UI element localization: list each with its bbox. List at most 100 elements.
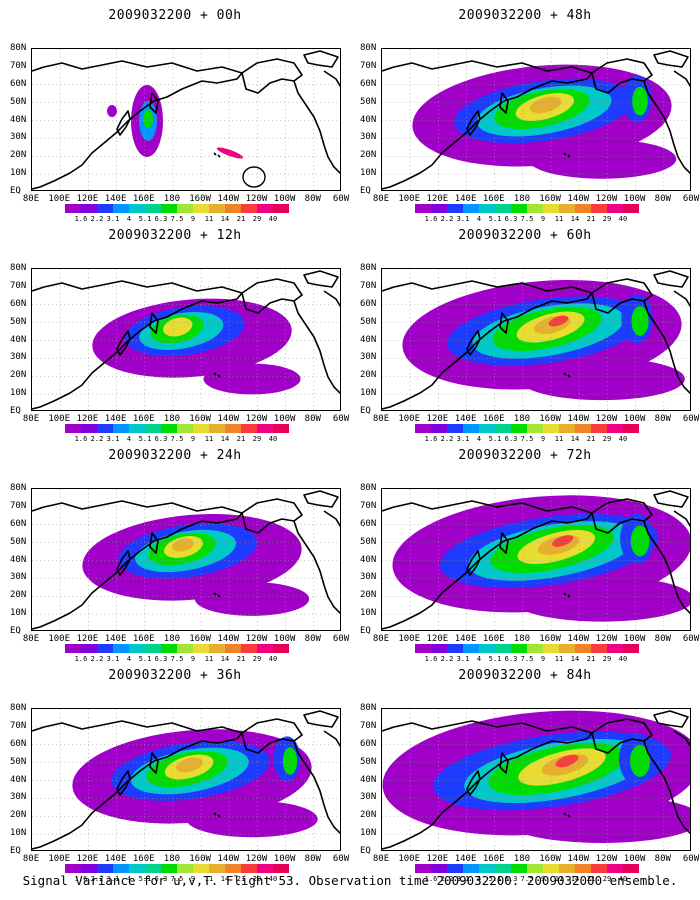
colorbar-swatch	[479, 204, 495, 213]
latitude-label: 30N	[360, 572, 377, 583]
colorbar-label: 14	[220, 215, 230, 223]
map-svg	[382, 489, 690, 630]
colorbar-label: 3.1	[106, 875, 120, 883]
colorbar-swatch	[463, 644, 479, 653]
colorbar-label: 11	[204, 655, 214, 663]
coastline	[382, 500, 593, 630]
colorbar-label: 6.3	[154, 215, 168, 223]
colorbar-label: 29	[252, 435, 262, 443]
colorbar-swatch	[273, 644, 289, 653]
latitude-label: 50N	[360, 96, 377, 107]
coastline	[149, 532, 159, 554]
longitude-label: 120E	[426, 854, 449, 864]
colorbar-label: 29	[252, 655, 262, 663]
colorbar-swatch	[145, 424, 161, 433]
colorbar-swatch	[129, 644, 145, 653]
colorbar-label: 5.1	[488, 875, 502, 883]
longitude-label: 180	[513, 414, 531, 424]
longitude-label: 120W	[245, 194, 268, 204]
colorbar-swatch	[257, 204, 273, 213]
latitude-label: 70N	[10, 720, 27, 731]
latitude-label: 80N	[360, 483, 377, 493]
colorbar-swatch	[65, 424, 81, 433]
latitude-label: 50N	[10, 96, 27, 107]
coastline	[567, 154, 571, 158]
colorbar-swatch	[273, 864, 289, 873]
longitude-label: 160E	[132, 414, 155, 424]
coastline	[32, 500, 243, 630]
variance-contour	[631, 306, 649, 336]
latitude-label: EQ	[360, 846, 371, 856]
latitude-label: 60N	[10, 518, 27, 529]
variance-contour	[194, 582, 310, 616]
colorbar-swatch	[145, 204, 161, 213]
panel-title: 2009032200 + 72h	[458, 448, 592, 463]
colorbar-label: 40	[268, 435, 278, 443]
latitude-label: EQ	[360, 626, 371, 636]
latitude-label: 70N	[10, 500, 27, 511]
longitude-label: 100E	[48, 854, 71, 864]
colorbar-label: 2.2	[90, 215, 104, 223]
longitude-label: 120W	[245, 414, 268, 424]
colorbar-swatch	[177, 424, 193, 433]
longitude-label: 160W	[539, 634, 561, 644]
colorbar-label: 7.5	[170, 215, 184, 223]
colorbar-swatch	[591, 864, 607, 873]
colorbar-label: 9	[540, 655, 546, 663]
longitude-label: 160W	[189, 634, 211, 644]
variance-contour	[163, 317, 193, 337]
colorbar-label: 21	[586, 435, 596, 443]
colorbar-label: 40	[268, 215, 278, 223]
colorbar-swatch	[527, 644, 543, 653]
latitude-label: 10N	[360, 828, 377, 839]
colorbar-swatch	[495, 644, 511, 653]
colorbar-swatch	[129, 204, 145, 213]
coastline	[563, 812, 567, 816]
map-panel: 2009032200 + 84h 80N 70N 60N 50N 40N 30N 20N 10N…	[360, 668, 699, 883]
longitude-label: 180	[163, 634, 181, 644]
colorbar-label: 21	[236, 435, 246, 443]
latitude-label: 30N	[10, 352, 27, 363]
latitude-label: 80N	[10, 263, 27, 273]
colorbar-label: 4	[476, 435, 482, 443]
colorbar-swatch	[177, 644, 193, 653]
longitude-label: 120E	[76, 854, 99, 864]
colorbar-label: 7.5	[520, 875, 534, 883]
longitude-label: 160W	[539, 414, 561, 424]
colorbar-label: 7.5	[520, 435, 534, 443]
coastline	[213, 812, 217, 816]
variance-contour	[632, 86, 648, 116]
longitude-label: 60W	[332, 194, 350, 204]
longitude-label: 80W	[654, 194, 671, 204]
colorbar-label: 2.2	[440, 435, 454, 443]
coastline	[643, 520, 690, 615]
colorbar-label: 4	[476, 215, 482, 223]
coastline	[466, 770, 481, 796]
colorbar-swatch	[415, 644, 431, 653]
colorbar-swatch	[511, 424, 527, 433]
longitude-label: 100W	[273, 854, 296, 864]
latitude-label: 10N	[360, 608, 377, 619]
variance-contour	[216, 147, 244, 159]
colorbar-label: 9	[190, 655, 196, 663]
coastline	[673, 290, 690, 308]
colorbar-swatch	[81, 204, 97, 213]
coastline	[653, 270, 689, 288]
colorbar-swatch	[241, 864, 257, 873]
latitude-label: 60N	[10, 78, 27, 89]
longitude-label: 140E	[104, 854, 127, 864]
longitude-label: 100E	[398, 194, 421, 204]
latitude-label: EQ	[10, 626, 21, 636]
colorbar-label: 6.3	[154, 435, 168, 443]
colorbar-label: 2.2	[90, 435, 104, 443]
colorbar-label: 6.3	[504, 875, 518, 883]
latitude-label: 80N	[360, 263, 377, 273]
latitude-label: 80N	[10, 43, 27, 53]
latitude-label: 30N	[360, 132, 377, 143]
colorbar-swatch	[65, 204, 81, 213]
latitude-label: 50N	[10, 536, 27, 547]
colorbar-label: 40	[618, 435, 628, 443]
colorbar-label: 5.1	[488, 215, 502, 223]
coastline	[217, 814, 221, 818]
map-plot	[381, 48, 691, 191]
